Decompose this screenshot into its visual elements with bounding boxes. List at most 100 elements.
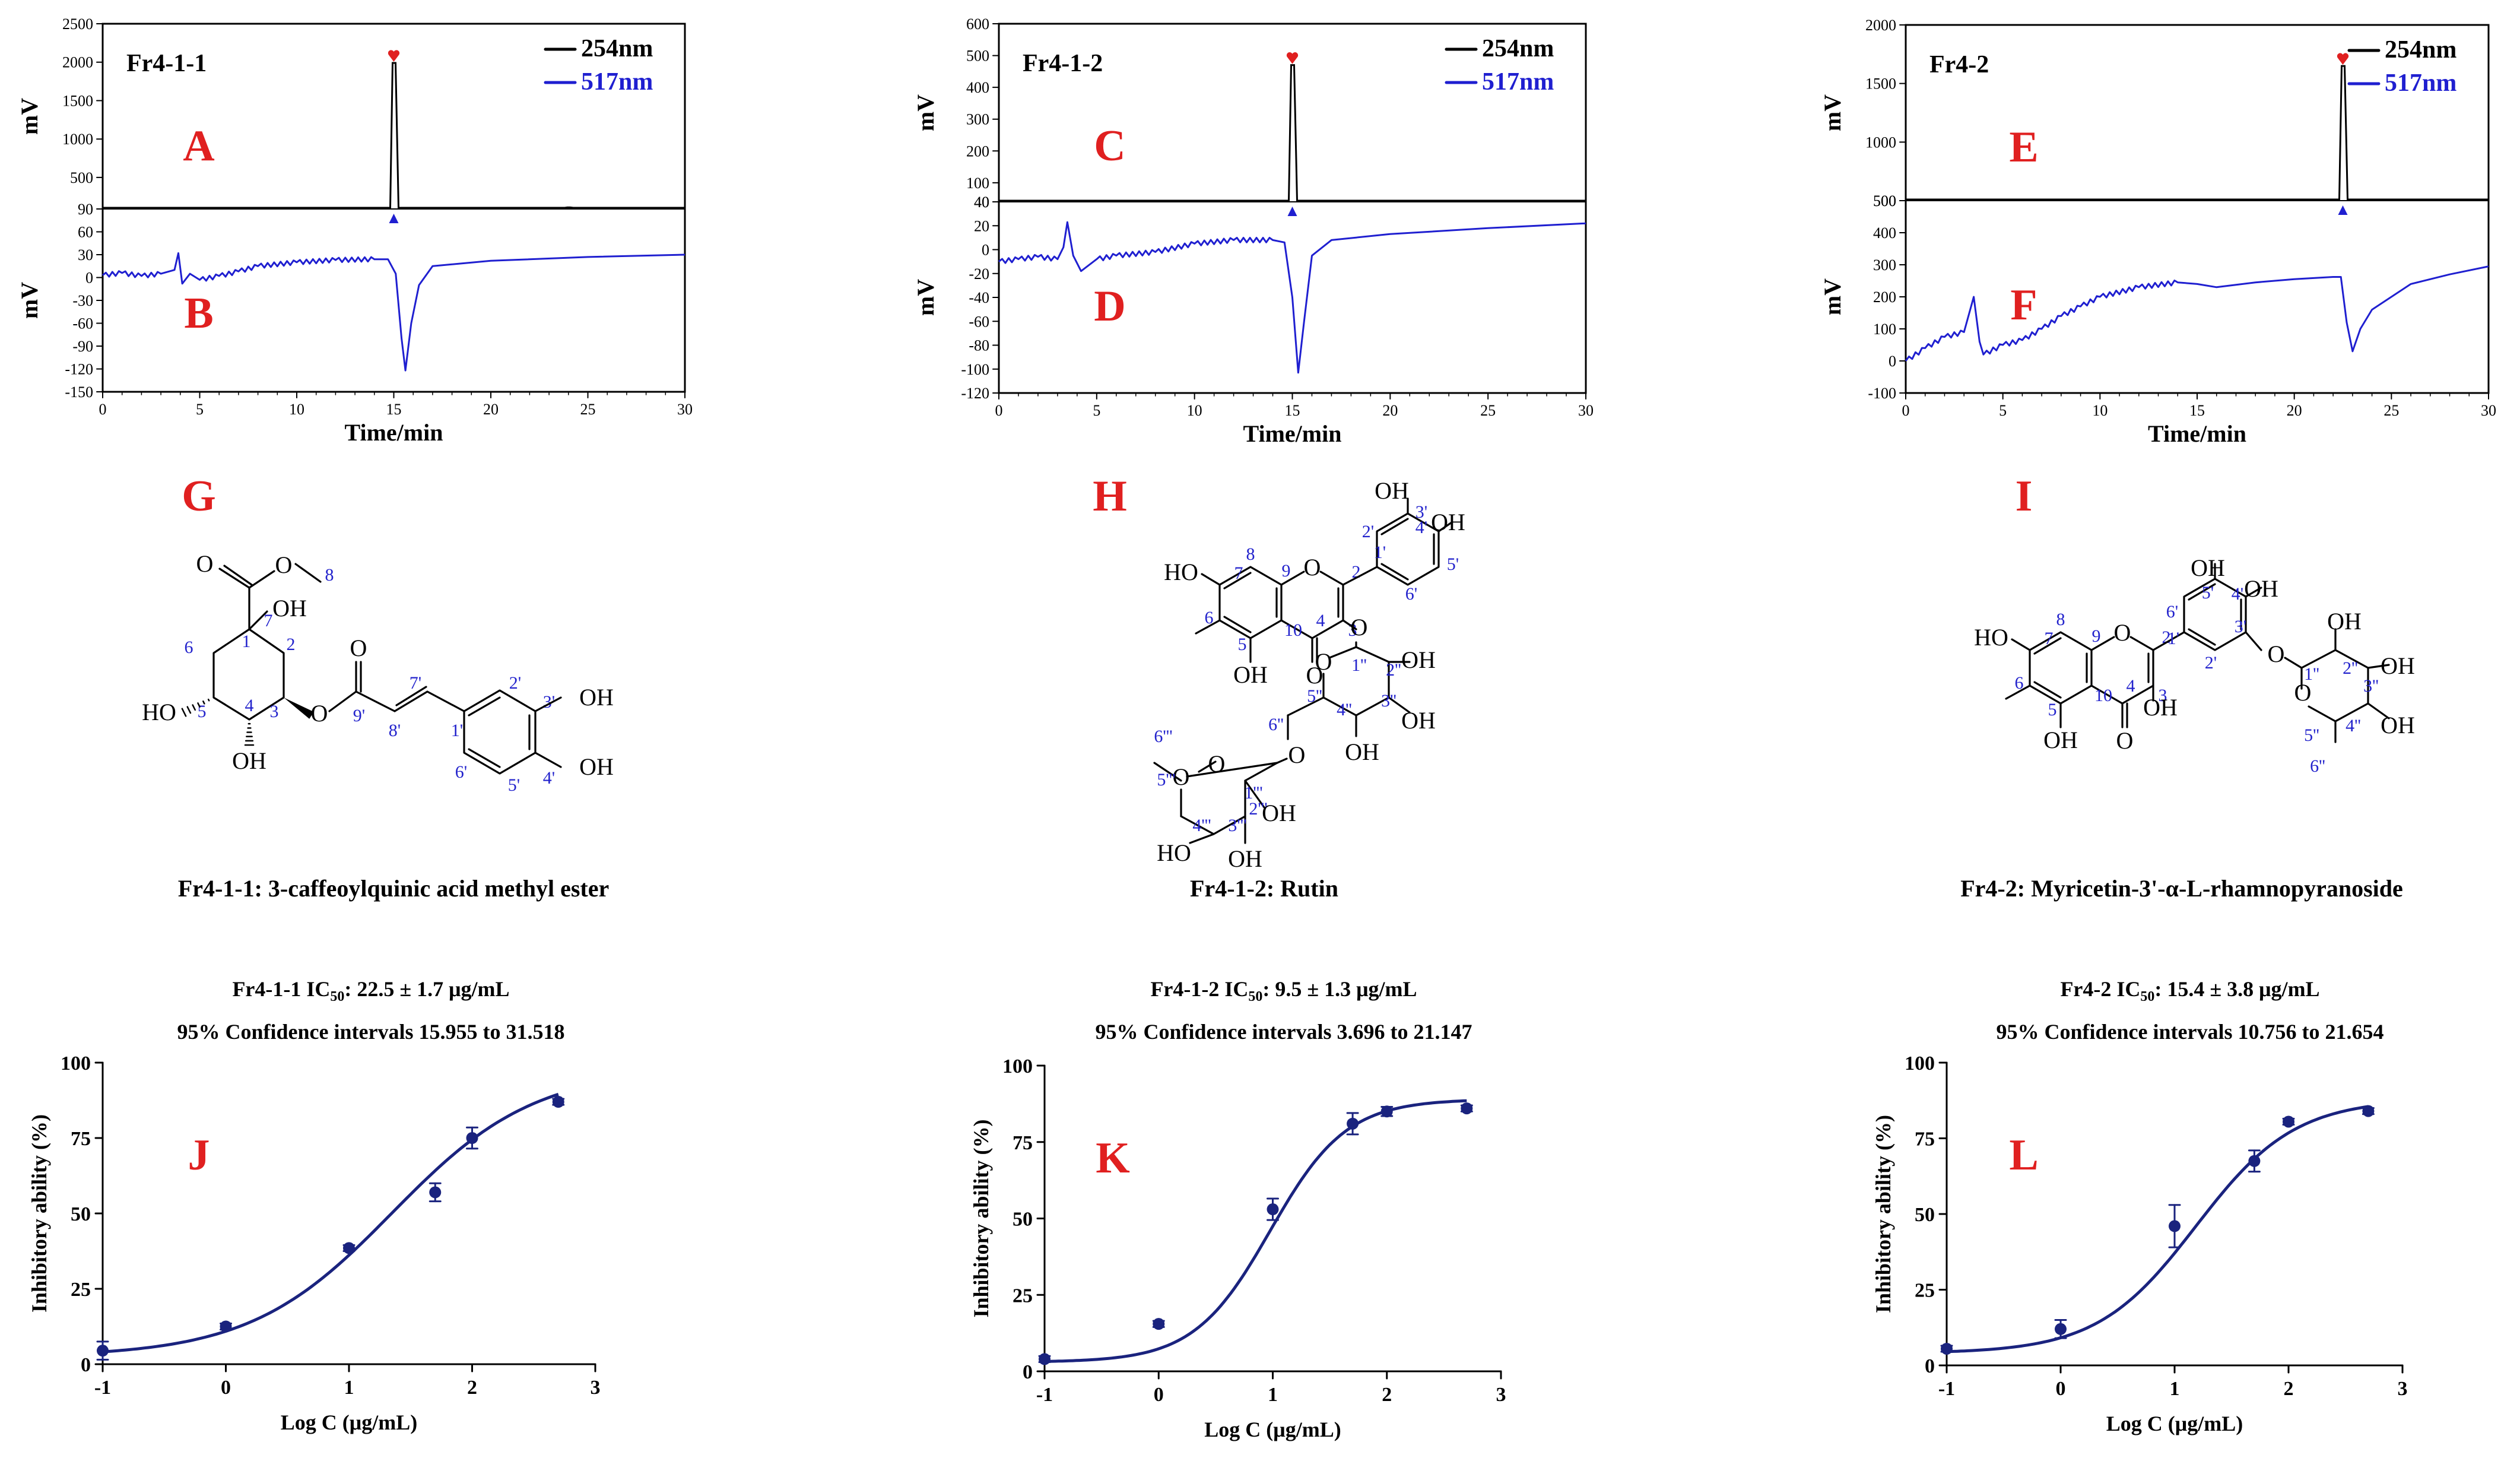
atom-number: 6' [2166, 602, 2178, 622]
atom-number: 4 [2127, 676, 2135, 696]
atom-label: O [1208, 750, 1226, 777]
y-tick-label: 0 [1889, 353, 1896, 370]
bond [248, 610, 268, 630]
x-tick-label: 0 [99, 401, 107, 418]
data-point [1347, 1117, 1359, 1130]
wedge-bond [284, 698, 314, 719]
y-tick-label: 500 [1873, 192, 1896, 210]
atom-number: 5 [1238, 635, 1247, 654]
x-tick-label: 0 [995, 402, 1003, 419]
x-axis-label: Log C (μg/mL) [2106, 1412, 2243, 1435]
panel-letter: I [2016, 472, 2033, 521]
atom-label: HO [1157, 839, 1191, 866]
fit-curve [102, 1092, 559, 1354]
data-point [552, 1096, 564, 1108]
ic50-title: Fr4-1-2 IC50: 9.5 ± 1.3 μg/mL [1150, 977, 1417, 1004]
y-tick-label: 40 [974, 194, 989, 211]
x-tick-label: 1 [344, 1377, 354, 1399]
atom-number: 6 [185, 638, 193, 657]
atom-label: HO [1164, 559, 1198, 585]
x-axis-label: Time/min [345, 419, 443, 446]
hash-bond [207, 698, 210, 702]
bond [1186, 762, 1278, 778]
bond [2090, 636, 2115, 651]
bond [1223, 616, 1252, 633]
atom-number: 5' [508, 775, 520, 795]
atom-label: OH [579, 753, 614, 780]
atom-label: O [275, 551, 293, 578]
x-tick-label: 2 [2284, 1378, 2294, 1400]
ic50-subscript: 50 [330, 989, 344, 1004]
bond [2367, 702, 2390, 720]
panel-letter: L [2009, 1131, 2038, 1180]
bond [1280, 570, 1305, 586]
y-tick-label: 100 [1905, 1053, 1935, 1075]
data-point [2248, 1155, 2261, 1167]
atom-number: 6'' [1268, 715, 1284, 734]
data-point [429, 1186, 442, 1199]
x-tick-label: 15 [2189, 402, 2205, 419]
bond [1287, 696, 1325, 717]
atom-number: 3 [2159, 686, 2167, 705]
panel-letter: C [1094, 122, 1125, 170]
y-tick-label: 100 [1002, 1056, 1033, 1077]
bond [1342, 566, 1378, 586]
atom-label: O [1288, 741, 1306, 768]
bond [328, 690, 357, 712]
y-tick-label: 40 [974, 194, 989, 211]
bond [1153, 762, 1182, 782]
y-axis-label: Inhibitory ability (%) [27, 1114, 51, 1313]
atom-number: 2' [509, 673, 521, 693]
bond [426, 690, 465, 712]
bond [1218, 566, 1283, 639]
atom-number: 5' [2202, 583, 2214, 603]
trace-254nm [103, 62, 685, 209]
atom-number: 2'' [1386, 660, 1401, 680]
y-tick-label: -120 [961, 385, 989, 402]
atom-number: 6'' [2310, 756, 2325, 776]
atom-number: 1 [242, 632, 251, 651]
atom-label: O [311, 700, 328, 727]
bond [1195, 619, 1221, 635]
atom-label: HO [142, 699, 176, 725]
bond [2033, 637, 2062, 655]
legend-label: 517nm [581, 68, 653, 96]
y-tick-label: -60 [72, 315, 93, 332]
bond [248, 570, 275, 589]
x-tick-label: -1 [1036, 1384, 1053, 1406]
x-tick-label: 25 [2383, 402, 2399, 419]
atom-number: 3'' [2363, 676, 2379, 696]
y-axis-label-bottom: mV [912, 279, 939, 316]
atom-number: 3''' [1228, 816, 1246, 835]
peak-arrow-icon [1287, 207, 1297, 216]
ic50-subscript: 50 [1248, 989, 1262, 1004]
x-axis-label: Log C (μg/mL) [281, 1411, 417, 1434]
y-tick-label: 1500 [62, 92, 93, 109]
x-tick-label: 5 [196, 401, 204, 418]
bond [2029, 631, 2093, 705]
atom-number: 3' [1415, 502, 1427, 522]
x-tick-label: 10 [289, 401, 304, 418]
atom-number: 1''' [1244, 783, 1262, 803]
trace-254nm [1906, 65, 2489, 201]
atom-label: OH [1401, 707, 1436, 734]
bond [468, 748, 501, 768]
atom-label: OH [2381, 712, 2415, 738]
atom-number: 1' [451, 721, 463, 740]
bond [1189, 833, 1215, 844]
y-tick-label: 0 [1925, 1355, 1935, 1377]
bond [1276, 757, 1288, 764]
atom-label: OH [232, 747, 266, 774]
peak-marker-icon [1286, 52, 1299, 64]
atom-number: 1'' [1351, 655, 1367, 675]
data-point [1941, 1342, 1953, 1355]
confidence-interval: 95% Confidence intervals 3.696 to 21.147 [1096, 1020, 1472, 1044]
y-tick-label: -100 [961, 361, 989, 378]
x-tick-label: 25 [1480, 402, 1496, 419]
x-axis-label: Log C (μg/mL) [1204, 1418, 1341, 1441]
x-tick-label: 2 [467, 1377, 477, 1399]
hash-bond [192, 704, 196, 711]
